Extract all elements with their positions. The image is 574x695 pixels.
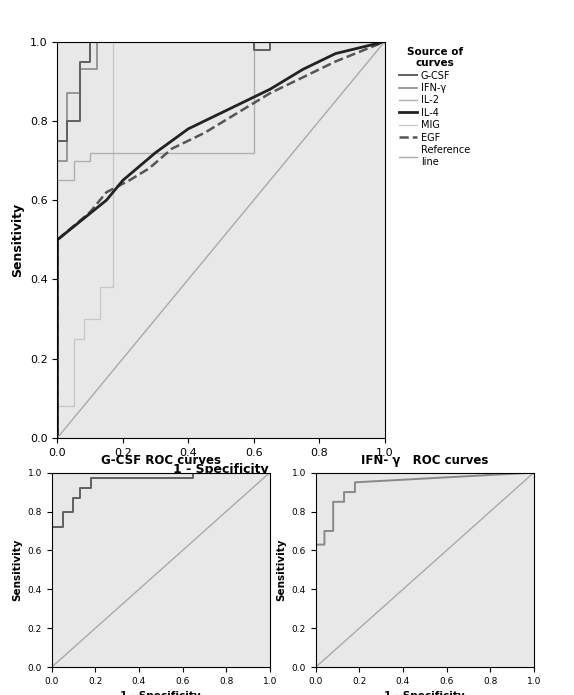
X-axis label: 1 - Specificity: 1 - Specificity [385,692,465,695]
Y-axis label: Sensitivity: Sensitivity [12,539,22,601]
Y-axis label: Sensitivity: Sensitivity [276,539,286,601]
X-axis label: 1 - Specificity: 1 - Specificity [173,463,269,476]
Title: G-CSF ROC curves: G-CSF ROC curves [100,455,221,467]
X-axis label: 1 - Specificity: 1 - Specificity [121,692,201,695]
Title: IFN- γ   ROC curves: IFN- γ ROC curves [361,455,488,467]
Y-axis label: Sensitivity: Sensitivity [11,203,24,277]
Legend: G-CSF, IFN-γ, IL-2, IL-4, MIG, EGF, Reference
line: G-CSF, IFN-γ, IL-2, IL-4, MIG, EGF, Refe… [400,47,470,167]
